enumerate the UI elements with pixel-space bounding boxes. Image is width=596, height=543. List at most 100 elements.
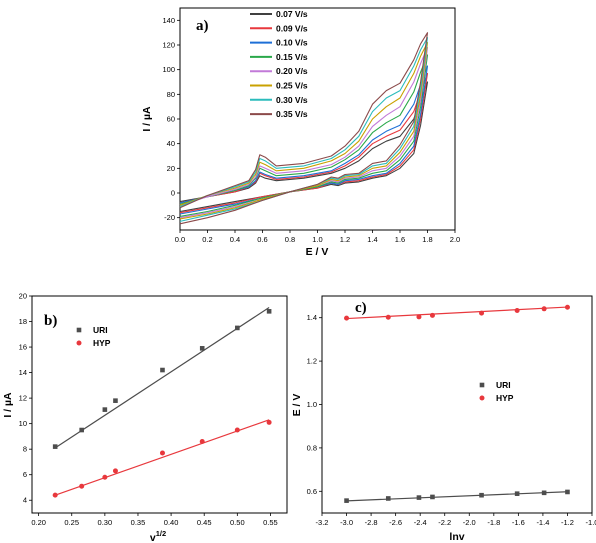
panel-b-xtick-label: 0.30 [98, 518, 113, 527]
panel-c-point [565, 489, 570, 495]
panel-b-ytick-label: 12 [19, 394, 27, 403]
panel-c-ticks: -3.2 -3.0 -2.8 -2.6 -2.4 -2.2 -2.0 -1.8 -1.6 -1.4… [307, 313, 596, 527]
panel-a-ytick-label: 140 [162, 16, 175, 25]
panel-b-series [52, 306, 272, 498]
panel-a-series-line [179, 41, 429, 220]
panel-b-xtick-label: 0.50 [230, 518, 245, 527]
panel-a-ytick-label: 60 [167, 115, 175, 124]
panel-a-legend-label: 0.09 V/s [276, 23, 308, 33]
panel-c-series [344, 304, 570, 503]
panel-c-point [429, 312, 435, 318]
panel-c-fit-line [346, 491, 568, 502]
panel-c-point [514, 308, 520, 314]
panel-b-point [234, 427, 240, 433]
panel-c-xtick-label: -1.0 [586, 518, 596, 527]
panel-a-ytick-label: 120 [162, 41, 175, 50]
panel-c-xtick-label: -2.8 [365, 518, 378, 527]
panel-a-ticks: 0.0 0.2 0.4 0.6 0.8 1.0 1.2 1.4 1.6 1.8 2.0 -20 0 20 4… [162, 16, 460, 244]
panel-a-ytick-label: 40 [167, 139, 175, 148]
panel-c-point [479, 310, 485, 316]
panel-c-legend-marker [479, 395, 485, 401]
panel-c-scatter-chart: c) -3.2 -3.0 -2.8 -2.6 -2.4 -2.2 -2.0 -1.8 -1.6-… [291, 295, 596, 543]
panel-a-xtick-label: 0.0 [175, 235, 185, 244]
panel-b-plot-frame [31, 295, 288, 514]
panel-c-legend: URI HYP [479, 380, 514, 403]
panel-b-point [52, 444, 58, 449]
panel-a-cv-chart: a) 0.0 0.2 0.4 0.6 0.8 1.0 1.2 1.4 1.6 1.8 2.0-200… [141, 7, 460, 258]
panel-b-point [266, 309, 272, 314]
panel-c-xtick-label: -1.2 [561, 518, 574, 527]
panel-b-xtick-label: 0.55 [263, 518, 278, 527]
panel-b-point [113, 398, 118, 403]
panel-b-ylabel: I / µA [2, 392, 14, 418]
panel-b-point [52, 492, 58, 498]
panel-c-xtick-label: -2.2 [438, 518, 451, 527]
panel-c-xlabel: lnv [449, 531, 464, 543]
panel-a-xtick-label: 0.8 [285, 235, 295, 244]
panel-a-xtick-label: 1.6 [395, 235, 405, 244]
panel-b-xlabel-main: v [150, 532, 156, 543]
panel-c-label: c) [355, 300, 367, 316]
panel-a-legend-label: 0.20 V/s [276, 66, 308, 76]
panel-b-scatter-chart: b) 0.20 0.25 0.30 0.35 0.40 0.45 0.50 0.55 4 6 8 10… [2, 292, 288, 543]
panel-a-xtick-label: 0.2 [202, 235, 212, 244]
panel-b-xlabel: v1/2 [150, 529, 166, 543]
panel-b-label: b) [44, 313, 57, 329]
panel-b-point [112, 468, 118, 474]
panel-c-point [344, 315, 350, 321]
panel-a-series-lines [179, 32, 429, 225]
panel-c-legend-marker [479, 382, 485, 388]
panel-b-point [199, 346, 205, 351]
panel-b-ytick-label: 6 [23, 470, 27, 479]
panel-c-ytick-label: 1.0 [307, 400, 317, 409]
panel-b-ytick-label: 16 [19, 343, 27, 352]
panel-b-point [79, 427, 84, 433]
panel-c-xtick-label: -3.2 [316, 518, 329, 527]
panel-c-ylabel: E / V [291, 394, 303, 417]
panel-b-point [159, 450, 165, 456]
panel-a-legend: 0.07 V/s 0.09 V/s 0.10 V/s 0.15 V/s 0.20 V/s… [250, 9, 308, 119]
panel-a-xtick-label: 1.4 [367, 235, 377, 244]
panel-a-series-line [179, 32, 429, 225]
panel-a-series-line [179, 54, 429, 217]
panel-c-ytick-label: 0.6 [307, 487, 317, 496]
panel-b-point [102, 407, 108, 412]
panel-b-xtick-label: 0.40 [164, 518, 179, 527]
panel-a-xtick-label: 1.2 [340, 235, 350, 244]
panel-c-xtick-label: -1.4 [536, 518, 549, 527]
panel-a-ytick-label: -20 [164, 213, 175, 222]
panel-a-legend-label: 0.07 V/s [276, 9, 308, 19]
panel-a-legend-label: 0.25 V/s [276, 81, 308, 91]
panel-b-legend-label: HYP [93, 338, 111, 348]
panel-b-point [199, 439, 205, 445]
panel-c-xtick-label: -2.6 [389, 518, 402, 527]
panel-b-ytick-label: 18 [19, 317, 27, 326]
panel-a-xtick-label: 1.0 [312, 235, 322, 244]
panel-c-xtick-label: -1.6 [512, 518, 525, 527]
panel-b-point [79, 483, 85, 489]
panel-c-point [385, 496, 391, 501]
panel-b-xtick-label: 0.35 [131, 518, 146, 527]
panel-c-ytick-label: 0.8 [307, 443, 317, 452]
panel-c-point [541, 306, 547, 312]
panel-b-legend-marker [76, 327, 82, 333]
panel-a-ytick-label: 20 [167, 164, 175, 173]
panel-c-legend-label: HYP [496, 393, 514, 403]
panel-a-ylabel: I / µA [141, 106, 153, 132]
panel-c-point [416, 495, 422, 500]
panel-b-ytick-label: 4 [23, 496, 27, 505]
panel-b-legend-label: URI [93, 325, 108, 335]
panel-c-legend-label: URI [496, 380, 511, 390]
panel-b-ticks: 0.20 0.25 0.30 0.35 0.40 0.45 0.50 0.55 4 6 8 10 12 1… [19, 292, 278, 528]
panel-b-xlabel-sup: 1/2 [156, 529, 166, 538]
panel-c-ytick-label: 1.2 [307, 357, 317, 366]
panel-a-xtick-label: 2.0 [450, 235, 460, 244]
panel-c-point [344, 498, 349, 503]
panel-b-point [102, 474, 108, 480]
panel-c-point [564, 304, 570, 310]
panel-a-xtick-label: 0.4 [230, 235, 240, 244]
panel-c-point [430, 494, 435, 500]
panel-b-point [235, 325, 240, 331]
panel-a-ytick-label: 80 [167, 90, 175, 99]
